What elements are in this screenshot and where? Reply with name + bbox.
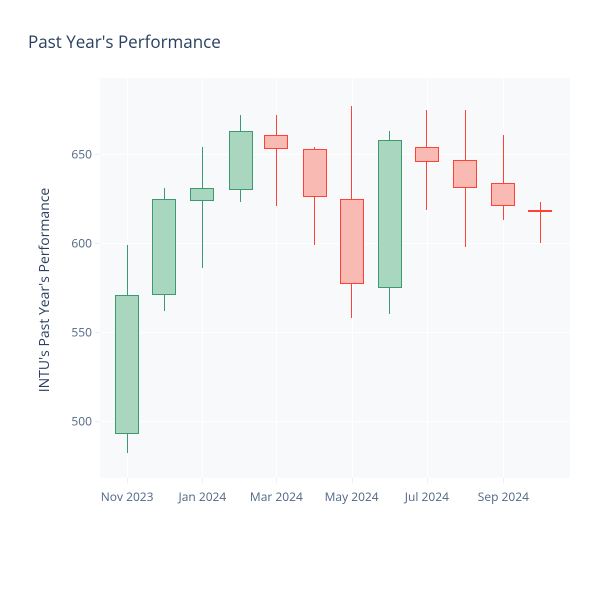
grid-line-horizontal: [100, 421, 570, 422]
candle-body: [453, 160, 477, 188]
chart-title: Past Year's Performance: [28, 30, 221, 53]
grid-line-horizontal: [100, 154, 570, 155]
y-tick: [95, 243, 100, 244]
y-tick-label: 500: [71, 413, 92, 430]
x-tick-label: Jul 2024: [405, 488, 449, 505]
y-tick: [95, 332, 100, 333]
candle-body: [303, 149, 327, 197]
x-tick-label: Sep 2024: [478, 488, 529, 505]
y-tick: [95, 421, 100, 422]
candle-body: [152, 199, 176, 295]
candle-body: [378, 140, 402, 288]
y-tick-label: 550: [71, 324, 92, 341]
y-tick-label: 600: [71, 235, 92, 252]
candle-wick: [202, 147, 203, 268]
x-tick: [352, 478, 353, 483]
candle-body: [528, 210, 552, 212]
plot-area: Nov 2023Jan 2024Mar 2024May 2024Jul 2024…: [100, 78, 570, 478]
candle-body: [115, 295, 139, 434]
candle-wick: [276, 115, 277, 206]
candle-body: [229, 131, 253, 190]
x-tick: [202, 478, 203, 483]
x-tick: [503, 478, 504, 483]
x-tick: [276, 478, 277, 483]
x-tick: [127, 478, 128, 483]
candle-wick: [503, 135, 504, 220]
candle-body: [340, 199, 364, 284]
y-axis-title: INTU's Past Year's Performance: [35, 188, 54, 393]
y-tick-label: 650: [71, 146, 92, 163]
x-tick-label: Jan 2024: [178, 488, 226, 505]
x-tick-label: Nov 2023: [101, 488, 154, 505]
grid-line-vertical: [202, 78, 203, 478]
candle-body: [264, 135, 288, 149]
x-tick-label: Mar 2024: [250, 488, 303, 505]
x-tick: [427, 478, 428, 483]
candle-body: [491, 183, 515, 206]
y-tick: [95, 154, 100, 155]
candle-body: [415, 147, 439, 161]
candle-body: [190, 188, 214, 200]
grid-line-horizontal: [100, 332, 570, 333]
x-tick-label: May 2024: [325, 488, 379, 505]
